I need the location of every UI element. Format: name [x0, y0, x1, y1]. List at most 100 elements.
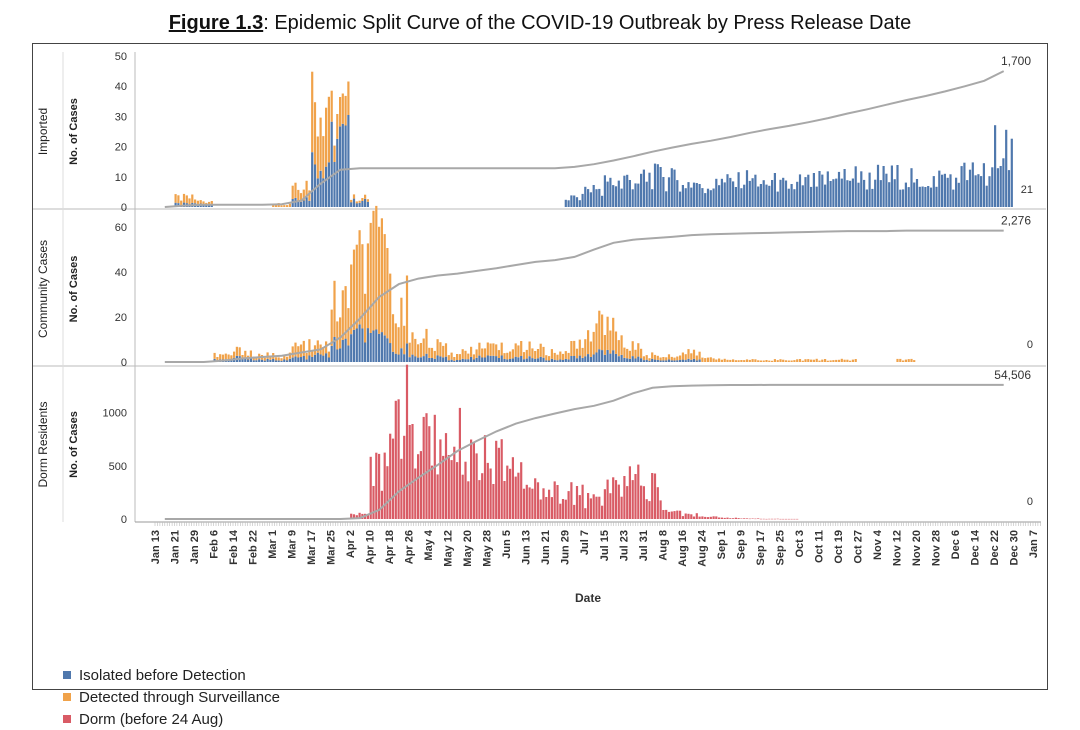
bar-1-1	[910, 358, 913, 362]
bar-0-0	[910, 168, 913, 207]
bar-1-1	[723, 358, 726, 362]
bar-1-1	[784, 360, 788, 362]
bar-1-1	[648, 358, 651, 361]
bar-2-0	[796, 518, 799, 520]
panel-label-1: Community Cases	[36, 240, 50, 338]
bar-1-1	[771, 360, 774, 362]
y-tick-label: 40	[115, 267, 127, 279]
bar-1-0	[648, 360, 651, 362]
bar-2-0	[570, 482, 573, 519]
bar-0-0	[999, 166, 1002, 207]
bar-2-0	[782, 518, 785, 520]
bar-0-0	[1010, 138, 1013, 207]
bar-1-0	[364, 342, 367, 362]
bar-2-0	[386, 466, 389, 519]
bar-1-0	[679, 359, 682, 362]
bar-1-0	[258, 359, 261, 362]
bar-0-0	[626, 174, 629, 207]
last-value-label: 0	[1027, 339, 1033, 351]
bar-0-0	[837, 171, 841, 207]
bar-2-0	[648, 501, 651, 519]
x-tick-label: Jul 7	[579, 530, 591, 555]
bar-1-0	[695, 360, 698, 362]
bar-0-0	[907, 187, 910, 207]
x-tick-label: Nov 20	[911, 530, 923, 566]
bar-1-0	[698, 359, 701, 362]
bar-1-0	[405, 343, 409, 362]
bar-0-0	[358, 202, 361, 207]
bar-0-0	[982, 163, 985, 207]
bar-1-1	[378, 226, 381, 334]
bar-1-1	[352, 249, 356, 330]
bar-1-1	[670, 356, 673, 361]
bar-1-1	[458, 354, 461, 361]
bar-0-1	[311, 71, 314, 153]
bar-0-0	[344, 125, 347, 207]
y-tick-label: 0	[121, 202, 127, 214]
bar-1-0	[442, 357, 445, 362]
bar-0-0	[609, 177, 612, 207]
bar-2-0	[394, 400, 397, 519]
bar-0-0	[821, 174, 824, 207]
bar-2-0	[522, 488, 526, 519]
bar-0-0	[955, 177, 958, 207]
bar-1-0	[450, 359, 453, 362]
bar-1-0	[291, 357, 294, 362]
bar-0-0	[729, 177, 732, 207]
bar-0-0	[299, 201, 303, 207]
bar-2-0	[720, 517, 723, 519]
bar-0-1	[299, 193, 303, 202]
bar-0-0	[857, 182, 860, 207]
bar-2-0	[366, 514, 369, 519]
bar-1-1	[366, 243, 369, 329]
bar-1-1	[754, 359, 757, 362]
bar-1-1	[548, 356, 551, 361]
bar-2-0	[592, 494, 595, 519]
bar-0-0	[692, 182, 696, 207]
bar-1-1	[765, 360, 768, 362]
bar-2-0	[525, 484, 528, 519]
bar-1-1	[584, 339, 587, 357]
bar-0-0	[698, 184, 701, 207]
bar-2-0	[444, 433, 448, 519]
bar-0-0	[943, 173, 946, 207]
x-tick-label: Sep 1	[716, 530, 728, 559]
bar-0-0	[364, 198, 367, 207]
epidemic-curve-chart: Imported No. of Cases 0 10 20 30 40 50 1,700 21 Co…	[33, 51, 1046, 605]
bar-1-1	[467, 353, 470, 360]
bar-0-0	[715, 178, 718, 207]
bar-1-0	[299, 357, 303, 362]
bar-2-0	[601, 505, 604, 519]
bar-1-0	[500, 355, 503, 362]
bar-2-0	[692, 516, 696, 519]
bar-1-1	[333, 280, 336, 337]
bar-0-1	[182, 193, 186, 203]
bar-0-0	[308, 200, 311, 207]
bar-1-1	[556, 354, 559, 361]
bar-2-0	[653, 473, 657, 519]
bar-0-0	[849, 180, 852, 207]
y-tick-label: 500	[109, 461, 127, 473]
bar-0-0	[595, 189, 598, 207]
y-axis-title-2: No. of Cases	[68, 411, 80, 478]
bar-2-0	[573, 504, 576, 519]
bar-2-0	[456, 462, 459, 519]
bar-1-0	[603, 354, 606, 362]
bar-0-0	[690, 187, 693, 207]
bar-0-1	[208, 201, 211, 205]
bar-1-1	[291, 346, 294, 358]
bar-1-1	[444, 343, 448, 357]
bar-1-0	[489, 355, 492, 362]
bar-2-0	[425, 413, 428, 519]
bar-2-0	[495, 440, 498, 519]
bar-1-0	[503, 359, 506, 362]
bar-1-1	[617, 340, 620, 357]
bar-1-0	[564, 358, 567, 362]
bar-1-1	[472, 354, 475, 360]
y-tick-label: 0	[121, 514, 127, 526]
bar-1-0	[553, 359, 556, 362]
bar-0-0	[743, 184, 746, 207]
x-tick-label: Sep 25	[774, 530, 786, 565]
bar-1-0	[539, 356, 542, 362]
bar-1-1	[804, 359, 807, 362]
